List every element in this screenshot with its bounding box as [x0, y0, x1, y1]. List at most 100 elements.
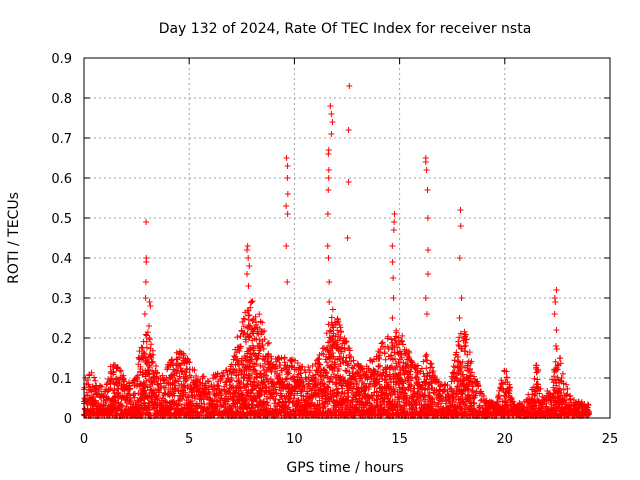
data-point [391, 219, 398, 225]
data-point [213, 398, 220, 405]
data-point [284, 163, 291, 169]
data-point [227, 365, 234, 372]
data-point [272, 386, 279, 393]
data-point [189, 398, 196, 405]
x-tick-label: 15 [391, 432, 408, 447]
y-tick-label: 0 [64, 412, 72, 427]
data-point [91, 374, 98, 381]
y-tick-label: 0.2 [51, 332, 72, 347]
data-point [325, 187, 332, 193]
data-point [88, 369, 95, 376]
data-point [256, 370, 263, 377]
data-point [423, 365, 430, 372]
data-point [298, 402, 305, 409]
data-point [457, 223, 464, 229]
data-point [247, 304, 254, 311]
data-point [330, 332, 337, 339]
data-point [246, 263, 253, 269]
data-point [329, 358, 336, 365]
data-point [242, 397, 249, 404]
data-point [244, 247, 251, 253]
data-point [180, 382, 187, 389]
data-point [553, 287, 560, 293]
data-point [205, 378, 212, 385]
data-point [378, 340, 385, 347]
data-point [143, 332, 150, 339]
data-point [119, 402, 126, 409]
data-point [328, 373, 335, 380]
data-point [143, 344, 150, 351]
data-point [274, 365, 281, 372]
data-point [284, 191, 291, 197]
x-tick-label: 0 [80, 432, 88, 447]
data-point [350, 365, 357, 372]
data-point [204, 377, 211, 384]
data-point [423, 351, 430, 358]
data-point [300, 381, 307, 388]
data-point [117, 401, 124, 408]
data-point [170, 360, 177, 367]
y-tick-label: 0.6 [51, 172, 72, 187]
data-point [328, 314, 335, 321]
data-point [255, 330, 262, 337]
data-point [246, 362, 253, 369]
data-point [264, 393, 271, 400]
data-point [253, 374, 260, 381]
data-point [261, 336, 268, 343]
data-point [390, 295, 397, 301]
data-point [424, 357, 431, 364]
data-point [284, 211, 291, 217]
data-point [325, 147, 332, 153]
data-point [103, 381, 110, 388]
data-point [285, 370, 292, 377]
data-point [551, 311, 558, 317]
data-point [179, 396, 186, 403]
data-point [246, 332, 253, 339]
data-point [141, 400, 148, 407]
data-point [324, 211, 331, 217]
data-point [422, 155, 429, 161]
data-point [283, 203, 290, 209]
data-point [323, 353, 330, 360]
data-point [259, 328, 266, 335]
data-point [330, 324, 337, 331]
data-point [329, 306, 336, 313]
data-point [330, 371, 337, 378]
data-point [299, 363, 306, 370]
data-point [534, 376, 541, 383]
data-point [183, 375, 190, 382]
data-point [314, 368, 321, 375]
data-point [143, 338, 150, 345]
data-point [286, 381, 293, 388]
data-point [246, 400, 253, 407]
data-point [138, 344, 145, 351]
data-point [256, 336, 263, 343]
data-point [238, 361, 245, 368]
data-point [178, 367, 185, 374]
data-point [159, 372, 166, 379]
data-point [273, 370, 280, 377]
data-point [457, 207, 464, 213]
data-point [290, 395, 297, 402]
data-point [200, 373, 207, 380]
data-point [257, 370, 264, 377]
data-point [257, 391, 264, 398]
data-point [272, 406, 279, 413]
data-point [100, 393, 107, 400]
data-point [240, 361, 247, 368]
data-point [329, 387, 336, 394]
data-point [552, 299, 559, 305]
data-point [245, 255, 252, 261]
data-point [424, 215, 431, 221]
data-point [81, 384, 88, 391]
data-points [80, 83, 592, 419]
data-point [264, 399, 271, 406]
data-point [234, 334, 241, 341]
data-point [557, 355, 564, 362]
data-point [326, 299, 333, 305]
data-point [381, 349, 388, 356]
data-point [171, 392, 178, 399]
data-point [171, 405, 178, 412]
data-point [422, 353, 429, 360]
data-point [246, 374, 253, 381]
